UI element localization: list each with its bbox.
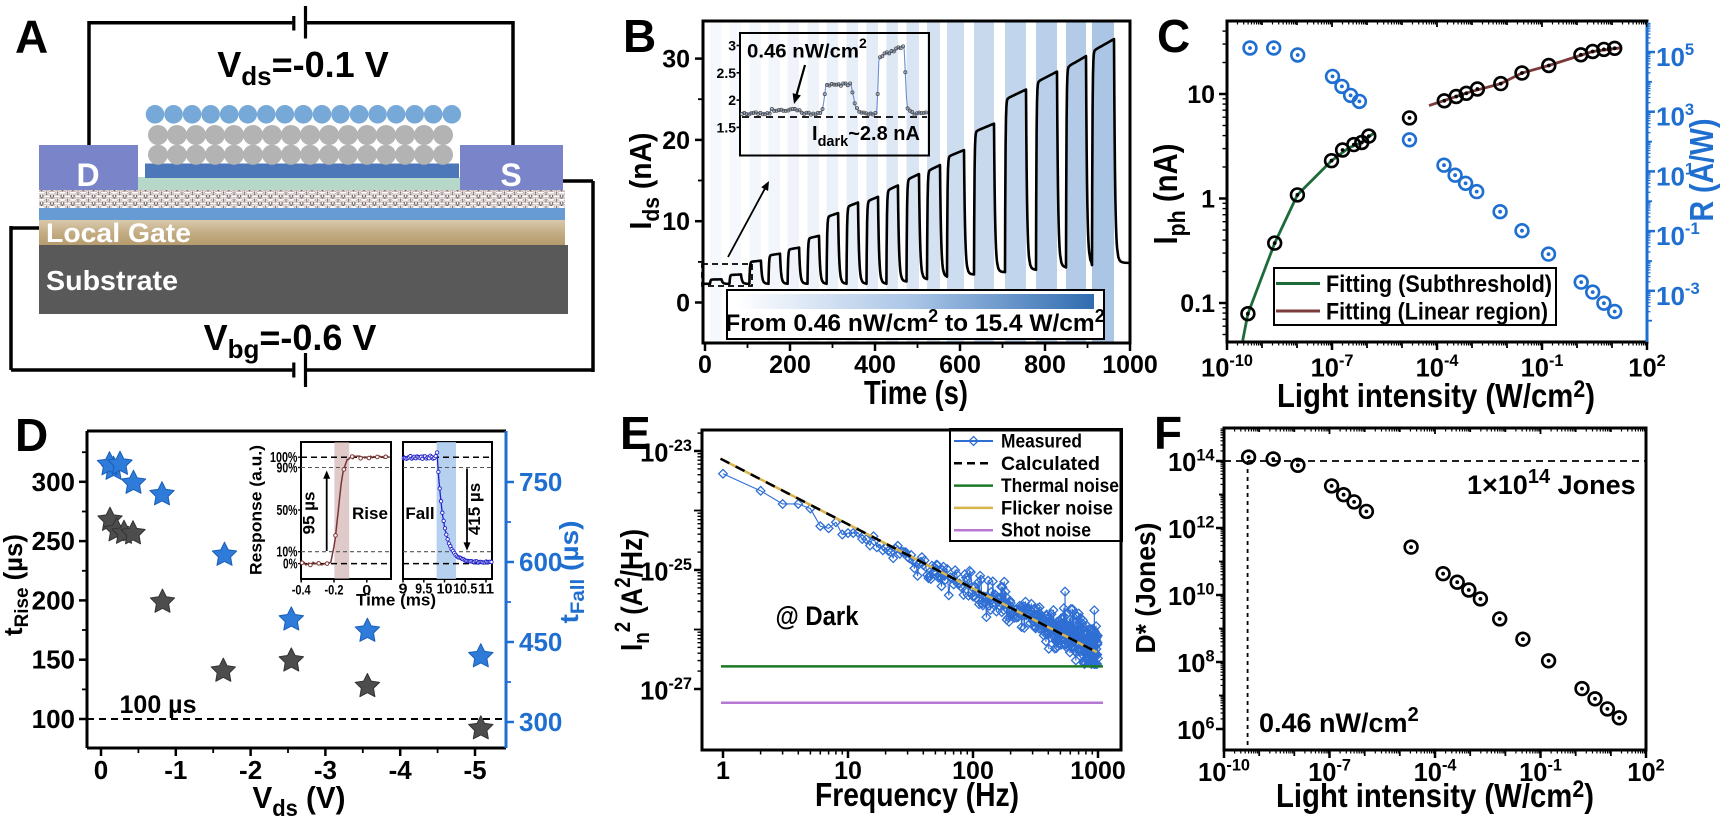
svg-text:From 0.46 nW/cm2 to 15.4 W/cm2: From 0.46 nW/cm2 to 15.4 W/cm2 xyxy=(725,306,1104,337)
svg-text:50%: 50% xyxy=(277,503,298,519)
svg-text:10-7: 10-7 xyxy=(1311,352,1354,383)
svg-text:30: 30 xyxy=(662,46,690,74)
svg-text:600: 600 xyxy=(519,547,562,577)
svg-text:1: 1 xyxy=(716,757,730,785)
svg-text:100: 100 xyxy=(32,704,75,734)
svg-text:B: B xyxy=(623,10,656,62)
svg-text:Fitting (Linear region): Fitting (Linear region) xyxy=(1326,299,1548,326)
svg-text:10-1: 10-1 xyxy=(1519,756,1562,787)
svg-text:10: 10 xyxy=(834,757,862,785)
svg-text:1×1014 Jones: 1×1014 Jones xyxy=(1467,466,1636,500)
svg-text:Vbg=-0.6 V: Vbg=-0.6 V xyxy=(204,317,377,364)
svg-text:@ Dark: @ Dark xyxy=(776,601,860,631)
svg-text:E: E xyxy=(620,407,651,459)
svg-text:300: 300 xyxy=(519,707,562,737)
svg-text:D: D xyxy=(76,157,99,193)
svg-text:Measured: Measured xyxy=(1001,432,1082,453)
svg-text:102: 102 xyxy=(1627,756,1664,787)
svg-text:Response (a.u.): Response (a.u.) xyxy=(247,445,266,575)
svg-text:300: 300 xyxy=(32,467,75,497)
svg-text:0: 0 xyxy=(698,351,712,379)
svg-text:F: F xyxy=(1154,407,1182,459)
svg-text:-3: -3 xyxy=(314,755,337,785)
svg-text:2: 2 xyxy=(859,35,867,51)
svg-text:-5: -5 xyxy=(463,755,486,785)
svg-text:95 µs: 95 µs xyxy=(300,492,319,535)
svg-text:750: 750 xyxy=(519,467,562,497)
svg-text:A: A xyxy=(15,11,48,63)
svg-text:2: 2 xyxy=(728,92,736,108)
svg-text:Time (s): Time (s) xyxy=(864,374,968,411)
svg-text:Local Gate: Local Gate xyxy=(46,218,191,248)
svg-text:In2 (A2/Hz): In2 (A2/Hz) xyxy=(610,529,654,651)
svg-text:Fall: Fall xyxy=(405,504,434,523)
svg-text:Calculated: Calculated xyxy=(1001,454,1100,475)
svg-text:Light intensity (W/cm2): Light intensity (W/cm2) xyxy=(1276,776,1594,814)
svg-text:Flicker noise: Flicker noise xyxy=(1001,498,1113,519)
svg-text:0: 0 xyxy=(676,290,690,318)
svg-text:Rise: Rise xyxy=(352,504,388,523)
svg-text:D* (Jones): D* (Jones) xyxy=(1130,523,1161,654)
svg-text:100%: 100% xyxy=(270,450,298,466)
svg-text:10.5: 10.5 xyxy=(453,581,477,598)
svg-text:Time (ms): Time (ms) xyxy=(356,591,436,610)
svg-text:10-10: 10-10 xyxy=(1198,756,1250,787)
svg-text:105: 105 xyxy=(1656,40,1694,72)
svg-text:Frequency (Hz): Frequency (Hz) xyxy=(815,776,1019,813)
svg-text:11: 11 xyxy=(478,581,494,598)
svg-text:Vds (V): Vds (V) xyxy=(253,780,346,818)
svg-text:90%: 90% xyxy=(277,460,298,476)
svg-text:10: 10 xyxy=(1187,81,1215,109)
svg-text:200: 200 xyxy=(32,585,75,615)
svg-text:-1: -1 xyxy=(164,755,187,785)
svg-text:800: 800 xyxy=(1024,351,1066,379)
svg-text:600: 600 xyxy=(939,351,981,379)
svg-text:Ids (nA): Ids (nA) xyxy=(623,133,664,230)
svg-text:3: 3 xyxy=(728,38,736,54)
svg-text:200: 200 xyxy=(769,351,811,379)
svg-text:-0.2: -0.2 xyxy=(325,583,344,598)
svg-text:1: 1 xyxy=(1201,186,1215,214)
svg-text:Shot noise: Shot noise xyxy=(1001,521,1091,542)
svg-text:10-7: 10-7 xyxy=(1308,756,1351,787)
svg-text:0: 0 xyxy=(362,583,371,598)
svg-text:450: 450 xyxy=(519,627,562,657)
svg-text:Light intensity (W/cm2): Light intensity (W/cm2) xyxy=(1277,376,1595,414)
svg-text:150: 150 xyxy=(32,645,75,675)
svg-text:C: C xyxy=(1157,10,1190,62)
svg-text:R (A/W): R (A/W) xyxy=(1683,119,1720,222)
svg-text:Iph (nA): Iph (nA) xyxy=(1147,144,1191,245)
svg-text:Thermal noise: Thermal noise xyxy=(1001,476,1119,497)
svg-text:-0.4: -0.4 xyxy=(292,583,311,598)
svg-text:-4: -4 xyxy=(389,755,413,785)
svg-text:100: 100 xyxy=(952,757,994,785)
svg-text:0%: 0% xyxy=(283,556,298,572)
svg-text:250: 250 xyxy=(32,526,75,556)
svg-text:D: D xyxy=(15,409,48,461)
svg-text:Fitting (Subthreshold): Fitting (Subthreshold) xyxy=(1326,271,1552,298)
svg-text:2.5: 2.5 xyxy=(717,65,737,81)
svg-text:Substrate: Substrate xyxy=(46,265,178,296)
svg-text:-2: -2 xyxy=(239,755,262,785)
svg-text:0.46 nW/cm: 0.46 nW/cm xyxy=(747,41,859,63)
svg-text:400: 400 xyxy=(854,351,896,379)
svg-text:0.46 nW/cm2: 0.46 nW/cm2 xyxy=(1259,704,1419,738)
svg-text:20: 20 xyxy=(662,127,690,155)
svg-text:415 µs: 415 µs xyxy=(465,483,484,535)
svg-text:1000: 1000 xyxy=(1070,757,1126,785)
svg-text:10-10: 10-10 xyxy=(1201,352,1253,383)
svg-text:Vds=-0.1 V: Vds=-0.1 V xyxy=(217,44,388,91)
svg-text:0.1: 0.1 xyxy=(1180,290,1215,318)
svg-text:9: 9 xyxy=(399,581,408,598)
svg-text:10: 10 xyxy=(662,208,690,236)
svg-text:0: 0 xyxy=(94,755,108,785)
svg-text:1.5: 1.5 xyxy=(717,119,737,135)
svg-text:10%: 10% xyxy=(277,545,298,561)
svg-text:1000: 1000 xyxy=(1102,351,1158,379)
svg-text:S: S xyxy=(500,157,521,193)
svg-text:10: 10 xyxy=(437,581,453,598)
svg-text:9.5: 9.5 xyxy=(415,581,432,598)
svg-text:100 µs: 100 µs xyxy=(120,691,197,719)
